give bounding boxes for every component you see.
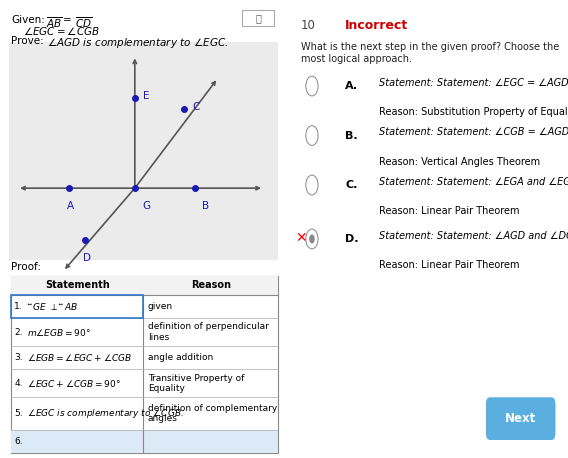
Text: Reason: Substitution Property of Equality: Reason: Substitution Property of Equalit…: [379, 107, 568, 117]
Text: definition of perpendicular
lines: definition of perpendicular lines: [148, 322, 269, 342]
Text: 5.: 5.: [14, 409, 23, 418]
Text: $\angle AGD$ is complementary to $\angle EGC$.: $\angle AGD$ is complementary to $\angle…: [47, 36, 228, 49]
Bar: [11, 276, 278, 453]
Circle shape: [309, 234, 315, 244]
Text: What is the next step in the given proof? Choose the most logical approach.: What is the next step in the given proof…: [301, 42, 559, 64]
Text: G: G: [142, 201, 150, 211]
Text: $\overline{AB}$: $\overline{AB}$: [46, 15, 62, 30]
Text: Statement: Statement: ∠AGD and ∠DGB are supplementary.: Statement: Statement: ∠AGD and ∠DGB are …: [379, 231, 568, 241]
Text: Proof:: Proof:: [11, 262, 41, 273]
Circle shape: [306, 125, 318, 146]
Text: $\angle EGC = \angle CGB$: $\angle EGC = \angle CGB$: [23, 25, 100, 38]
FancyBboxPatch shape: [243, 11, 274, 26]
Text: $\angle EGC$ is complementary to $\angle CGB$.: $\angle EGC$ is complementary to $\angle…: [27, 407, 184, 420]
Text: Incorrect: Incorrect: [345, 20, 408, 33]
Text: 1.: 1.: [14, 302, 23, 311]
Text: 4.: 4.: [14, 379, 23, 388]
Text: D.: D.: [345, 234, 359, 244]
FancyBboxPatch shape: [486, 397, 556, 440]
Text: 10: 10: [301, 20, 316, 33]
Text: Reason: Linear Pair Theorem: Reason: Linear Pair Theorem: [379, 260, 519, 270]
Text: Statementh: Statementh: [45, 280, 110, 290]
Text: 3.: 3.: [14, 353, 23, 362]
Text: given: given: [148, 302, 173, 311]
Circle shape: [306, 76, 318, 96]
Text: Transitive Property of
Equality: Transitive Property of Equality: [148, 374, 244, 393]
Bar: [11, 430, 278, 453]
Text: Statement: Statement: ∠EGA and ∠EGB are supplementary.: Statement: Statement: ∠EGA and ∠EGB are …: [379, 177, 568, 187]
Text: $\angle EGC + \angle CGB = 90°$: $\angle EGC + \angle CGB = 90°$: [27, 378, 121, 389]
Circle shape: [306, 229, 318, 249]
Circle shape: [306, 175, 318, 195]
Text: m$\angle EGB = 90°$: m$\angle EGB = 90°$: [27, 327, 91, 338]
Text: A.: A.: [345, 81, 358, 91]
Text: =: =: [63, 15, 72, 25]
Text: B: B: [202, 201, 210, 211]
Bar: [11, 276, 278, 295]
Text: Statement: Statement: ∠CGB = ∠AGD: Statement: Statement: ∠CGB = ∠AGD: [379, 127, 568, 137]
Text: 6.: 6.: [14, 437, 23, 446]
Text: Given:: Given:: [11, 15, 45, 25]
Text: A: A: [68, 201, 74, 211]
Text: 2.: 2.: [14, 327, 23, 337]
Text: Reason: Reason: [191, 280, 231, 290]
Text: C: C: [192, 102, 199, 112]
Text: angle addition: angle addition: [148, 353, 213, 362]
Text: Reason: Vertical Angles Theorem: Reason: Vertical Angles Theorem: [379, 157, 540, 167]
Text: definition of complementary
angles: definition of complementary angles: [148, 404, 277, 423]
Text: Next: Next: [505, 412, 536, 425]
Text: ✕: ✕: [295, 231, 307, 245]
Text: B.: B.: [345, 131, 358, 141]
Text: Reason: Linear Pair Theorem: Reason: Linear Pair Theorem: [379, 206, 519, 216]
Bar: [9, 42, 278, 260]
Text: $\angle EGB = \angle EGC + \angle CGB$: $\angle EGB = \angle EGC + \angle CGB$: [27, 352, 132, 363]
Text: Statement: Statement: ∠EGC = ∠AGD: Statement: Statement: ∠EGC = ∠AGD: [379, 78, 568, 88]
Text: $\overline{CD}$: $\overline{CD}$: [74, 15, 92, 30]
Text: ⤢: ⤢: [255, 14, 261, 24]
Text: C.: C.: [345, 180, 358, 190]
Text: D: D: [83, 253, 91, 263]
Text: Prove:: Prove:: [11, 36, 44, 46]
Text: E: E: [143, 91, 150, 101]
Text: $\overleftrightarrow{GE}\ \perp\ \overleftrightarrow{AB}$: $\overleftrightarrow{GE}\ \perp\ \overle…: [27, 301, 79, 312]
